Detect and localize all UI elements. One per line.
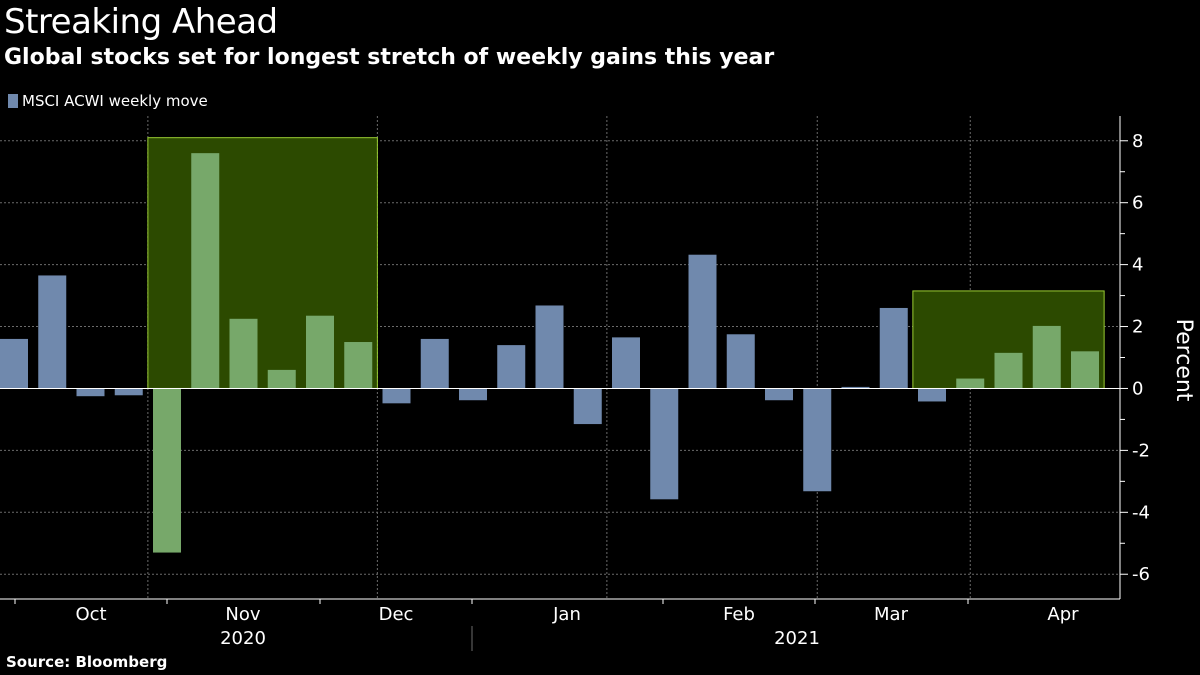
y-tick-label: 2 — [1132, 317, 1143, 338]
bar — [76, 388, 105, 397]
y-tick-label: 6 — [1132, 193, 1143, 214]
source-note: Source: Bloomberg — [6, 653, 168, 671]
bar — [688, 254, 717, 389]
x-month-label: Feb — [723, 604, 755, 625]
bar — [803, 388, 832, 492]
x-month-label: Apr — [1047, 604, 1079, 625]
legend-label: MSCI ACWI weekly move — [22, 92, 208, 110]
bar — [650, 388, 679, 500]
bar — [459, 388, 487, 401]
bar — [153, 388, 181, 553]
x-month-label: Mar — [874, 604, 909, 625]
bar — [0, 338, 28, 389]
bar — [497, 345, 526, 389]
bar — [612, 337, 640, 389]
bar — [344, 342, 373, 389]
bar — [994, 352, 1023, 389]
y-tick-label: 8 — [1132, 131, 1143, 152]
x-month-label: Jan — [552, 604, 581, 625]
bar — [267, 369, 296, 389]
bar — [573, 388, 602, 425]
y-axis-title: Percent — [1171, 319, 1196, 402]
bar — [229, 318, 258, 389]
y-tick-label: 0 — [1132, 378, 1143, 399]
bar — [306, 315, 334, 389]
y-tick-label: -4 — [1132, 502, 1150, 523]
chart-subtitle: Global stocks set for longest stretch of… — [4, 45, 775, 70]
bar — [765, 388, 793, 401]
x-month-label: Dec — [379, 604, 414, 625]
bar — [38, 275, 67, 389]
axes: -6 -4 -2 0 2 4 6 8 Oct Nov Dec Jan Feb Mar Apr 2020 2021… — [0, 116, 1196, 651]
bar — [535, 305, 564, 389]
bar — [726, 334, 755, 389]
x-month-label: Oct — [75, 604, 106, 625]
y-tick-label: -6 — [1132, 564, 1150, 585]
x-month-label: Nov — [225, 604, 260, 625]
legend: MSCI ACWI weekly move — [8, 92, 208, 110]
bar — [918, 388, 946, 402]
bar — [1071, 351, 1099, 389]
bar — [420, 338, 449, 389]
bar — [879, 307, 908, 389]
bar — [114, 388, 143, 396]
highlight-region — [147, 137, 378, 389]
bar — [191, 153, 220, 389]
bar — [956, 378, 985, 389]
bars — [0, 153, 1099, 553]
chart-title: Streaking Ahead — [4, 2, 278, 42]
y-tick-label: 4 — [1132, 255, 1143, 276]
bar — [1032, 325, 1061, 389]
bar — [382, 388, 411, 404]
y-tick-label: -2 — [1132, 440, 1150, 461]
x-year-label: 2021 — [774, 628, 820, 649]
legend-swatch — [8, 94, 18, 108]
x-year-label: 2020 — [220, 628, 266, 649]
bar — [841, 386, 870, 389]
